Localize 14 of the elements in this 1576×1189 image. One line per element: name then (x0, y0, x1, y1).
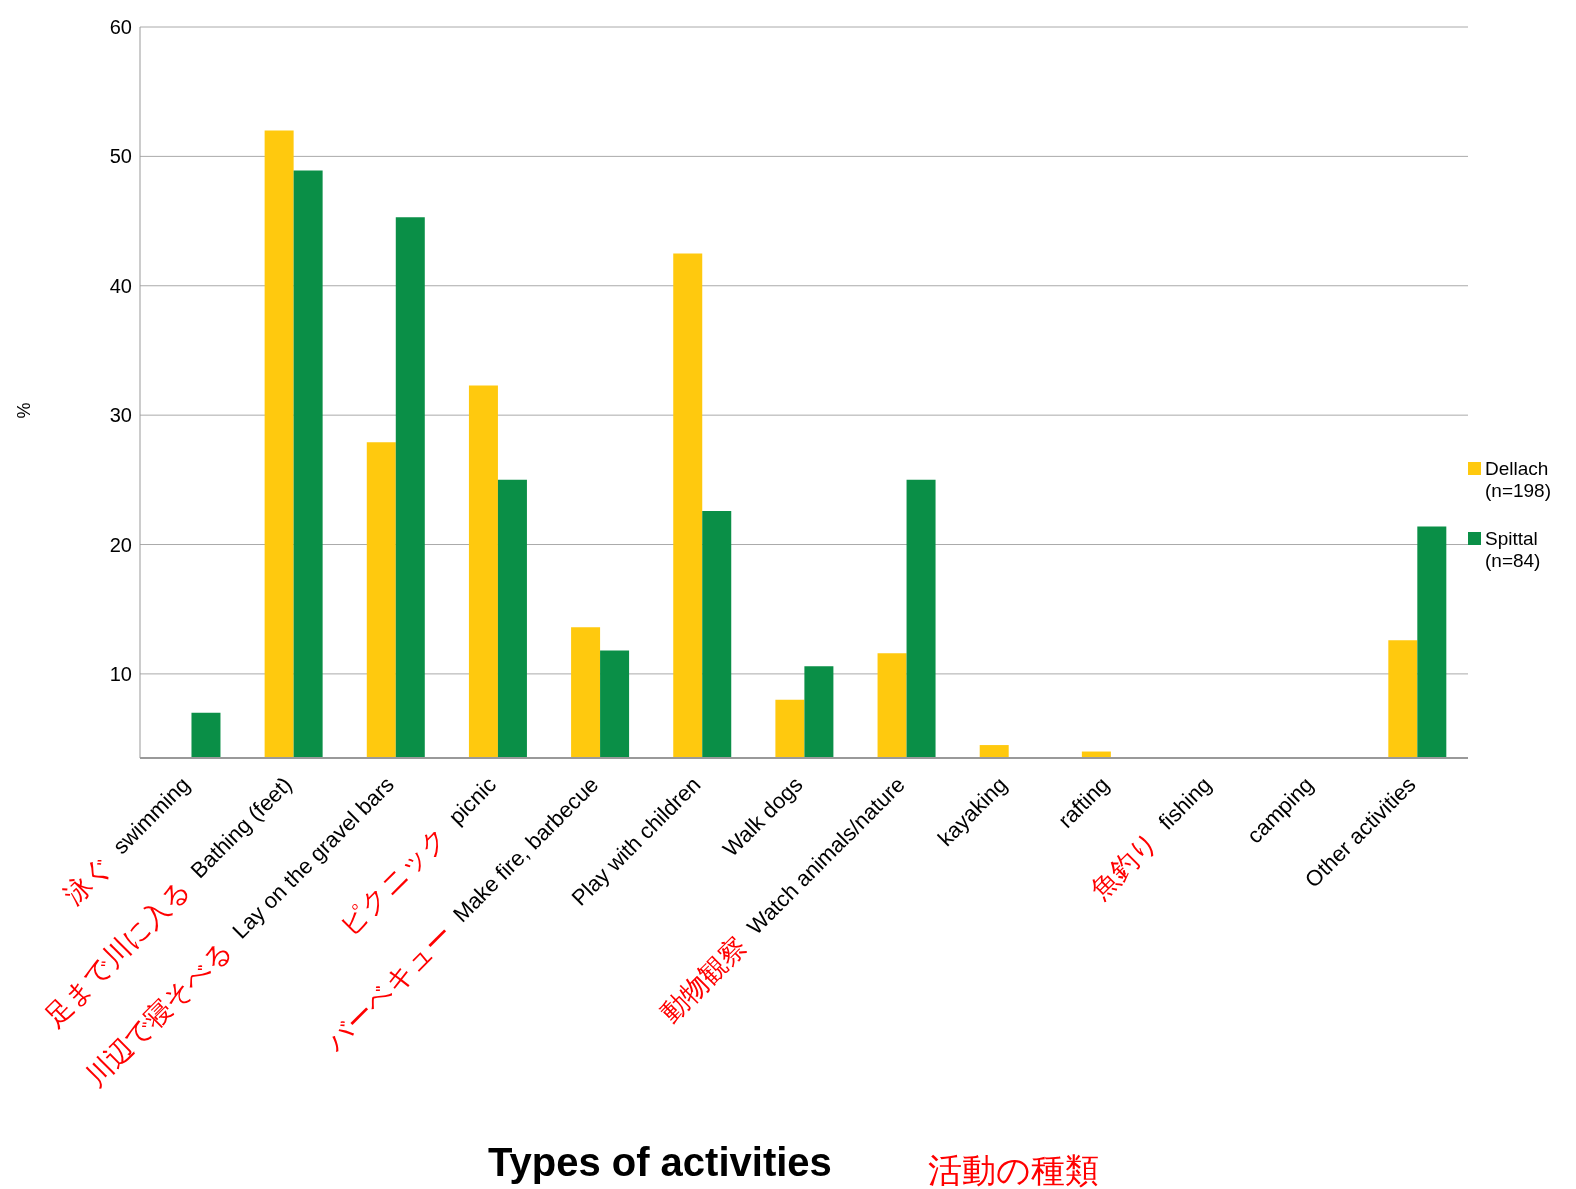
y-tick-label: 10 (109, 663, 132, 685)
y-tick-label: 40 (109, 274, 132, 297)
y-tick-label: 50 (109, 145, 132, 168)
x-axis-title: Types of activities (488, 1140, 832, 1185)
y-tick-label: 20 (109, 533, 132, 556)
text: 魚釣り (1084, 825, 1165, 906)
text: 活動の種類 (928, 1149, 1099, 1189)
legend-label: Spittal (n=84) (1485, 528, 1542, 572)
legend-label: Dellach (n=198) (1485, 458, 1553, 502)
y-tick-label: 60 (109, 16, 132, 39)
y-tick-label: 30 (109, 404, 132, 427)
y-axis-title: % (13, 402, 35, 419)
text: 泳ぐ (57, 849, 119, 911)
text: 動物観察 (654, 930, 753, 1029)
